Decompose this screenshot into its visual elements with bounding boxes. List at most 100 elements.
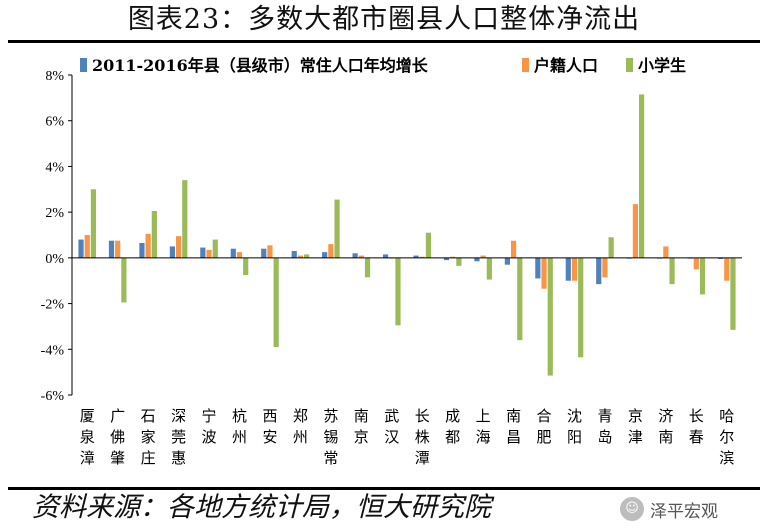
bar-2 — [724, 257, 730, 281]
x-tick-label: 厦泉漳 — [80, 407, 95, 467]
x-tick-label: 郑州 — [293, 407, 308, 446]
bar-3 — [364, 257, 371, 278]
bar-2 — [236, 252, 243, 258]
bar-3 — [486, 257, 492, 280]
bar-3 — [730, 257, 736, 330]
x-tick-label: 广佛肇 — [110, 407, 125, 467]
bar-1 — [717, 257, 724, 259]
bar-3 — [395, 257, 401, 326]
bar-2 — [145, 233, 151, 258]
x-tick-label: 长春 — [689, 407, 704, 446]
wechat-icon: ☺ — [620, 497, 644, 521]
bar-3 — [212, 239, 218, 258]
y-tick-label: 2% — [45, 206, 64, 221]
x-tick-label: 西安 — [262, 407, 277, 446]
legend-label-1: 2011-2016年县（县级市）常住人口年均增长 — [92, 56, 429, 75]
bar-3 — [304, 254, 310, 258]
x-tick-label: 上海 — [476, 407, 491, 446]
bar-2 — [206, 249, 212, 258]
bar-3 — [517, 257, 523, 341]
title-rule — [8, 40, 760, 43]
bar-1 — [504, 257, 510, 265]
x-tick-label: 苏锡常 — [323, 407, 338, 467]
bar-1 — [322, 252, 328, 258]
bar-2 — [328, 244, 334, 258]
bar-3 — [121, 257, 127, 303]
chart-legend: 2011-2016年县（县级市）常住人口年均增长 户籍人口 小学生 — [80, 56, 686, 75]
y-tick-label: -4% — [41, 343, 65, 358]
bar-3 — [608, 237, 614, 258]
bar-3 — [243, 257, 249, 275]
x-tick-label: 南昌 — [506, 407, 521, 446]
bar-3 — [578, 257, 584, 358]
legend-label-2: 户籍人口 — [534, 56, 598, 75]
bar-1 — [413, 255, 419, 258]
x-tick-label: 南京 — [354, 407, 369, 446]
bar-1 — [474, 257, 480, 262]
x-tick-label: 深莞惠 — [171, 407, 186, 467]
bar-1 — [291, 251, 297, 258]
x-tick-label: 杭州 — [232, 407, 247, 446]
bar-1 — [382, 254, 389, 258]
bar-3 — [547, 257, 553, 376]
bar-3 — [90, 189, 97, 258]
x-tick-label: 合肥 — [537, 407, 552, 446]
source-note: 资料来源：各地方统计局，恒大研究院 — [32, 492, 491, 523]
bar-2 — [450, 256, 456, 258]
bar-1 — [261, 248, 267, 258]
bar-1 — [443, 257, 450, 261]
legend-swatch-2 — [522, 58, 529, 72]
bar-2 — [571, 257, 578, 281]
bar-1 — [230, 248, 236, 258]
bar-2 — [419, 256, 425, 258]
bar-2 — [510, 240, 517, 258]
page-title: 图表23：多数大都市圈县人口整体净流出 — [127, 4, 641, 35]
x-tick-label: 成都 — [445, 407, 460, 446]
bar-2 — [175, 236, 182, 258]
bar-1 — [535, 257, 541, 279]
bar-2 — [297, 255, 304, 258]
x-tick-label: 宁波 — [202, 407, 217, 446]
x-tick-label: 武汉 — [384, 407, 399, 446]
source-rule — [8, 487, 760, 490]
y-tick-label: -6% — [41, 389, 65, 404]
y-tick-label: 6% — [45, 115, 64, 130]
watermark-text: 泽平宏观 — [650, 501, 718, 522]
bar-3 — [273, 257, 279, 347]
bar-2 — [632, 204, 639, 258]
bar-3 — [639, 94, 645, 258]
bar-2 — [84, 235, 90, 258]
legend-swatch-1 — [80, 58, 87, 72]
legend-swatch-3 — [626, 58, 633, 72]
bar-2 — [358, 255, 364, 258]
bar-3 — [669, 257, 675, 285]
bar-1 — [596, 257, 602, 285]
bar-3 — [425, 232, 432, 258]
bar-2 — [115, 240, 121, 258]
x-tick-label: 石家庄 — [141, 407, 156, 467]
bars-group — [78, 94, 736, 376]
x-tick-label: 哈尔滨 — [719, 407, 734, 467]
bar-3 — [182, 180, 188, 258]
bar-2 — [663, 246, 669, 258]
bar-2 — [693, 257, 699, 270]
y-tick-label: -2% — [41, 298, 65, 313]
bar-2 — [267, 245, 273, 258]
bar-2 — [541, 257, 547, 289]
x-tick-label: 青岛 — [597, 407, 612, 446]
bar-3 — [699, 257, 706, 295]
bar-1 — [565, 257, 571, 281]
bar-3 — [151, 211, 157, 258]
x-tick-label: 济南 — [658, 407, 673, 446]
y-tick-label: 8% — [45, 69, 64, 84]
bar-2 — [602, 257, 608, 278]
legend-label-3: 小学生 — [638, 56, 686, 75]
watermark: ☺ 泽平宏观 — [620, 496, 718, 522]
y-tick-label: 0% — [45, 252, 64, 267]
bar-chart: 2011-2016年县（县级市）常住人口年均增长 户籍人口 小学生 8% 6% 4% 2%… — [41, 56, 742, 467]
x-tick-label: 京津 — [628, 407, 643, 446]
bar-3 — [334, 199, 340, 258]
bar-1 — [200, 247, 206, 258]
bar-2 — [480, 255, 486, 258]
bar-1 — [169, 246, 175, 258]
